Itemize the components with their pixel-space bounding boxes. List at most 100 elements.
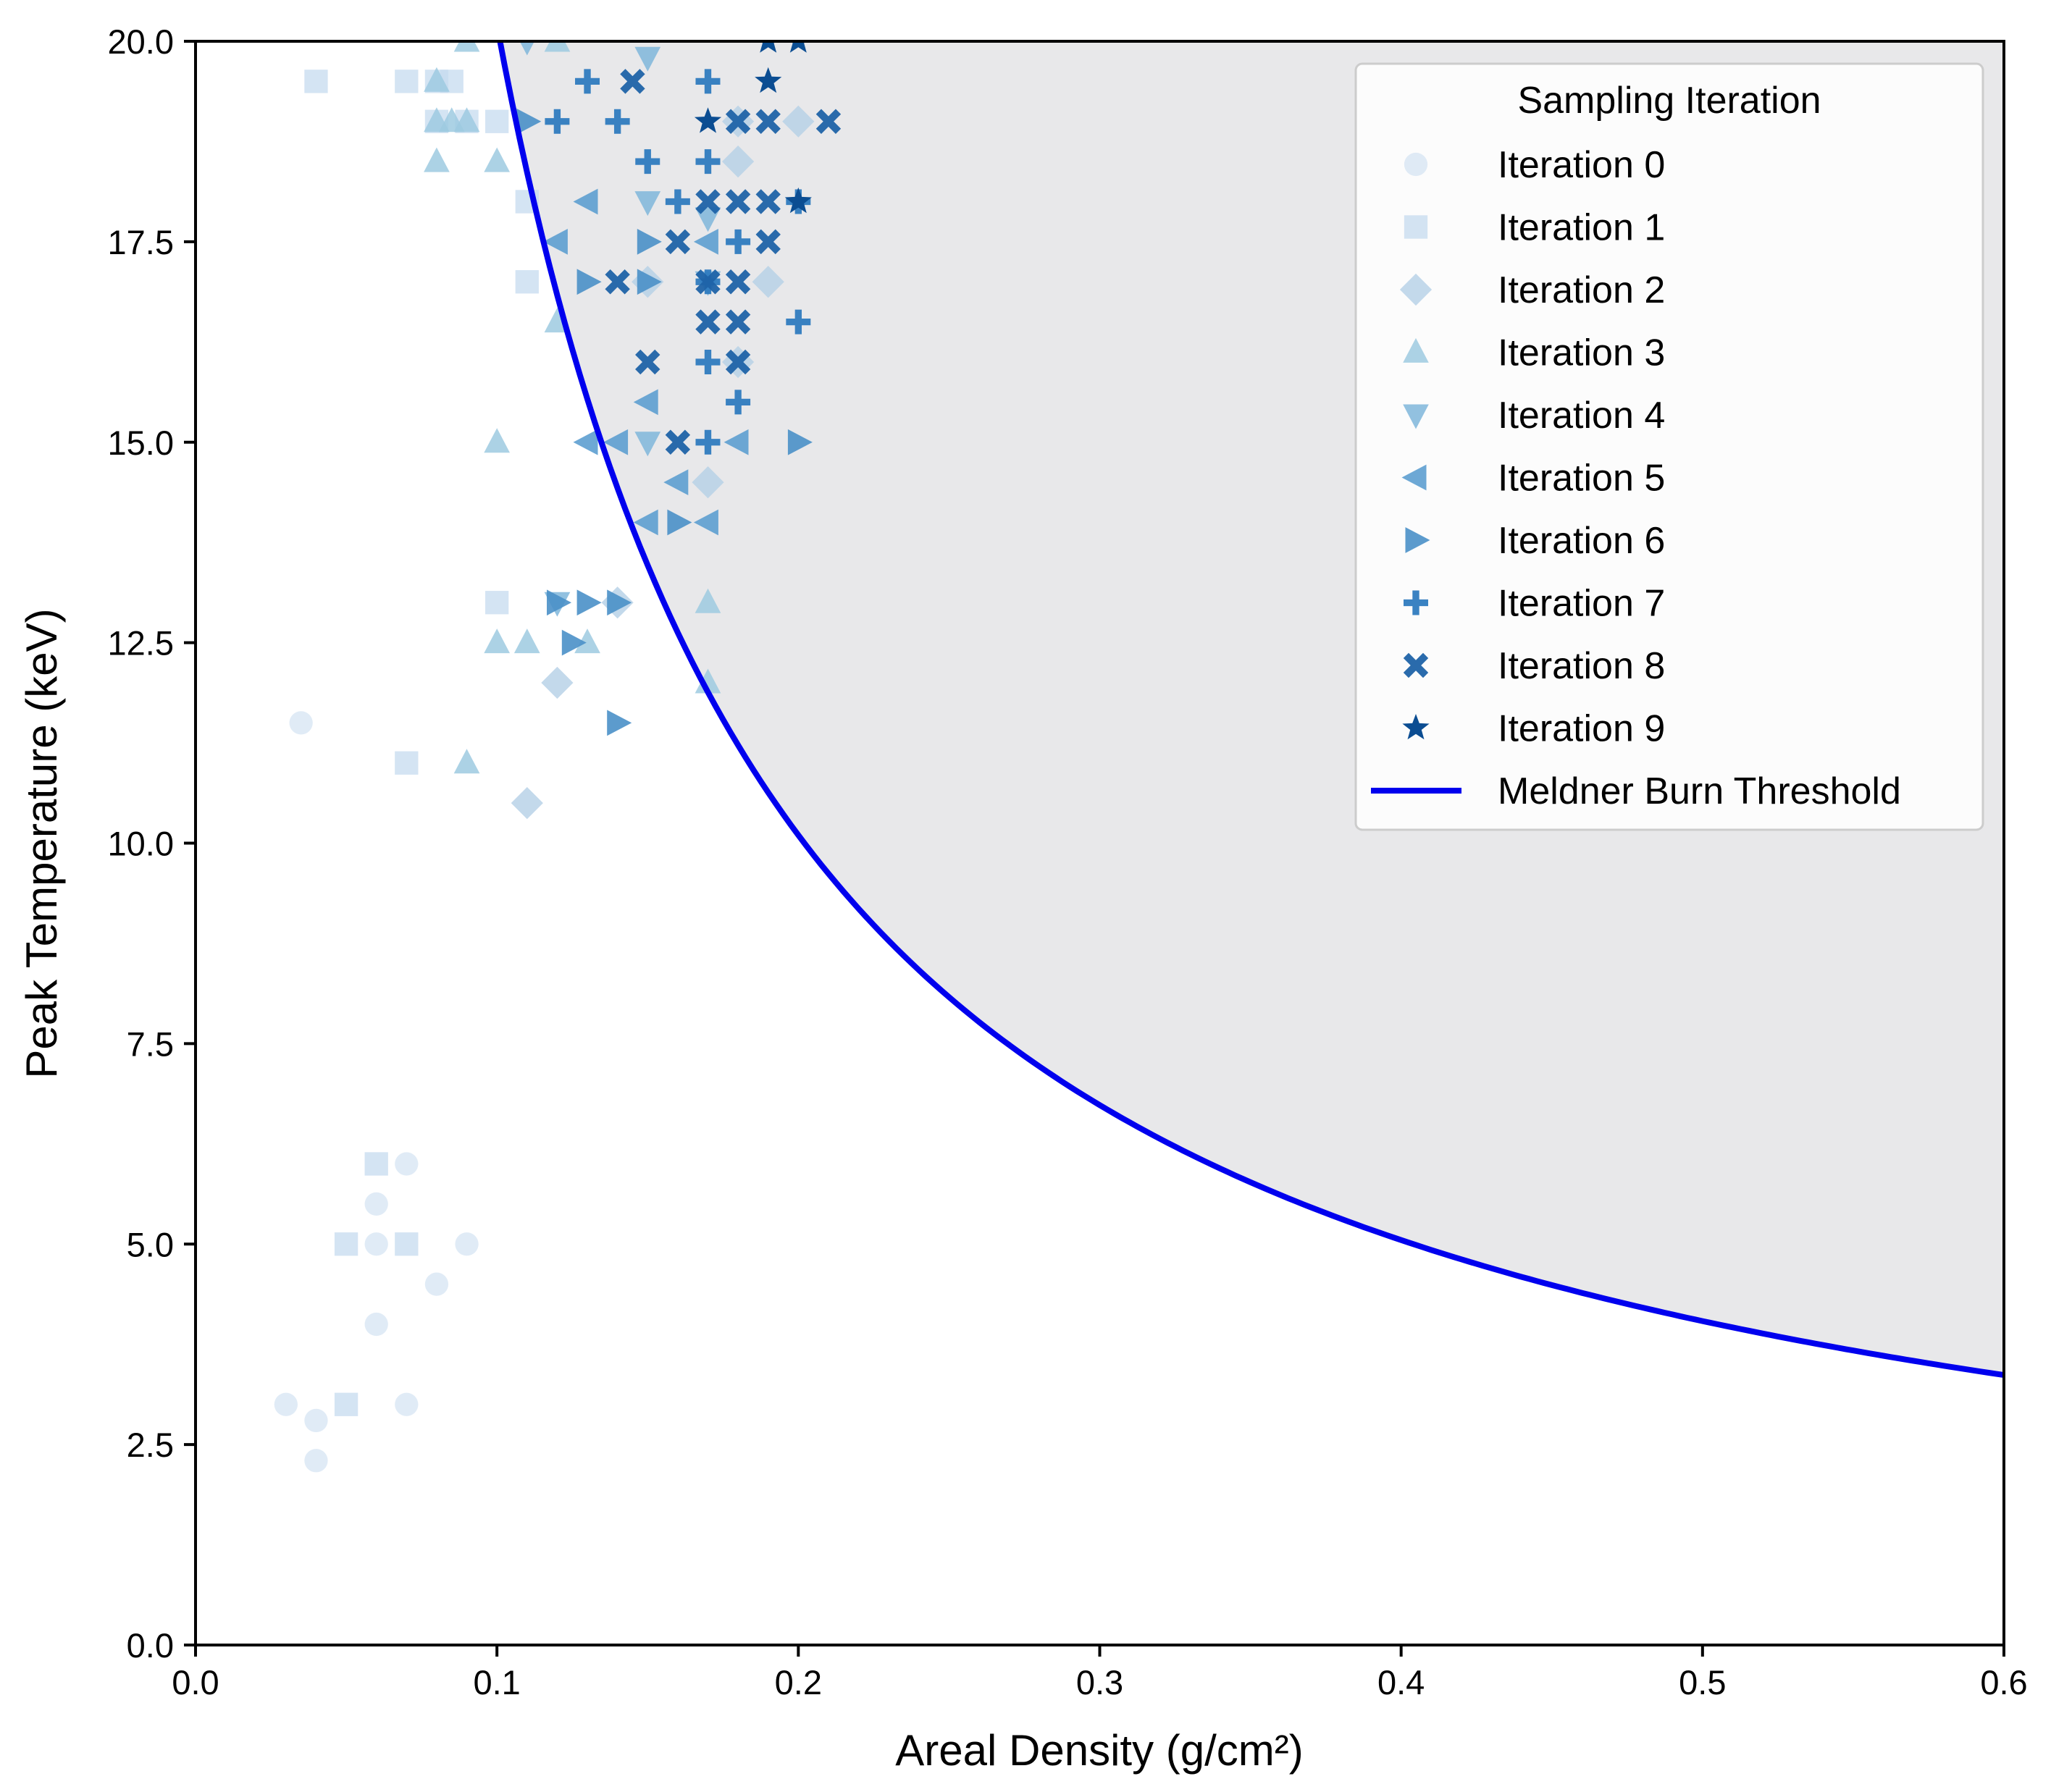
data-point bbox=[634, 432, 661, 457]
data-point bbox=[516, 108, 542, 135]
data-point bbox=[695, 350, 721, 374]
data-point bbox=[782, 105, 815, 138]
data-point bbox=[725, 269, 751, 295]
y-tick-label: 0.0 bbox=[127, 1626, 174, 1665]
legend-label: Iteration 5 bbox=[1498, 458, 1665, 500]
data-point bbox=[725, 189, 751, 214]
data-point bbox=[789, 41, 807, 53]
series-0 bbox=[274, 711, 479, 1473]
legend-item: Iteration 3 bbox=[1403, 332, 1665, 374]
series-7 bbox=[545, 69, 811, 455]
data-point bbox=[484, 628, 510, 654]
series-8 bbox=[605, 69, 842, 455]
data-point bbox=[574, 628, 600, 654]
x-tick-label: 0.1 bbox=[473, 1663, 520, 1701]
series-6 bbox=[516, 108, 813, 736]
legend-label: Iteration 1 bbox=[1498, 207, 1665, 249]
legend-item: Meldner Burn Threshold bbox=[1371, 770, 1901, 812]
legend-label: Iteration 7 bbox=[1498, 583, 1665, 625]
data-point bbox=[561, 629, 587, 656]
legend-title: Sampling Iteration bbox=[1517, 80, 1821, 122]
data-point bbox=[633, 509, 658, 536]
x-axis-ticks: 0.0 0.1 0.2 0.3 0.4 0.5 0.6 bbox=[172, 1645, 2028, 1701]
data-point bbox=[695, 309, 721, 335]
data-point bbox=[576, 269, 602, 295]
y-tick-label: 20.0 bbox=[108, 22, 174, 61]
data-point bbox=[634, 191, 661, 216]
legend-label: Iteration 8 bbox=[1498, 645, 1665, 687]
legend-marker bbox=[1403, 404, 1429, 429]
data-point bbox=[424, 1272, 449, 1296]
data-point bbox=[395, 70, 419, 93]
data-point bbox=[515, 270, 539, 294]
data-point bbox=[693, 509, 718, 536]
data-point bbox=[364, 1192, 388, 1216]
y-tick-label: 5.0 bbox=[127, 1225, 174, 1263]
data-point bbox=[755, 189, 781, 214]
data-point bbox=[752, 266, 784, 298]
legend-label: Iteration 2 bbox=[1498, 269, 1665, 311]
data-point bbox=[605, 269, 630, 295]
data-point bbox=[547, 589, 571, 616]
data-point bbox=[544, 41, 571, 52]
data-point bbox=[513, 628, 540, 654]
legend-marker bbox=[1405, 527, 1430, 553]
data-point bbox=[637, 269, 662, 295]
legend-item: Iteration 1 bbox=[1404, 207, 1665, 249]
data-point bbox=[755, 67, 782, 93]
data-point bbox=[663, 469, 689, 495]
legend-marker bbox=[1404, 215, 1428, 239]
data-point bbox=[634, 46, 661, 72]
y-tick-label: 7.5 bbox=[127, 1025, 174, 1063]
legend-item: Iteration 7 bbox=[1404, 583, 1665, 625]
x-tick-label: 0.4 bbox=[1377, 1663, 1425, 1701]
data-point bbox=[453, 749, 480, 774]
data-point bbox=[274, 1392, 298, 1416]
data-point bbox=[725, 309, 751, 335]
series-5 bbox=[542, 188, 749, 536]
legend-label: Iteration 0 bbox=[1498, 144, 1665, 186]
legend-label: Meldner Burn Threshold bbox=[1498, 770, 1901, 812]
legend-item: Iteration 9 bbox=[1402, 708, 1665, 750]
data-point bbox=[695, 189, 721, 214]
data-point bbox=[545, 109, 570, 134]
legend-marker bbox=[1404, 590, 1428, 615]
x-tick-label: 0.3 bbox=[1076, 1663, 1123, 1701]
data-point bbox=[395, 751, 419, 775]
data-point bbox=[633, 389, 658, 416]
data-point bbox=[695, 149, 721, 174]
data-point bbox=[726, 229, 751, 254]
legend-label: Iteration 6 bbox=[1498, 520, 1665, 562]
data-point bbox=[726, 390, 751, 415]
y-tick-label: 2.5 bbox=[127, 1426, 174, 1464]
data-point bbox=[695, 69, 721, 94]
data-point bbox=[607, 589, 632, 616]
legend-item: Iteration 8 bbox=[1403, 645, 1665, 687]
data-point bbox=[755, 229, 781, 255]
data-point bbox=[695, 269, 721, 295]
data-point bbox=[364, 1232, 388, 1256]
x-tick-label: 0.6 bbox=[1980, 1663, 2027, 1701]
data-point bbox=[725, 349, 751, 375]
data-point bbox=[511, 787, 543, 820]
data-point bbox=[453, 41, 480, 52]
x-tick-label: 0.2 bbox=[775, 1663, 822, 1701]
y-tick-label: 15.0 bbox=[108, 424, 174, 462]
legend-item: Iteration 5 bbox=[1401, 458, 1665, 500]
x-tick-label: 0.0 bbox=[172, 1663, 219, 1701]
legend-marker bbox=[1401, 464, 1427, 491]
data-point bbox=[605, 109, 630, 134]
data-point bbox=[635, 349, 660, 375]
data-point bbox=[620, 69, 645, 94]
legend-item: Iteration 2 bbox=[1399, 269, 1665, 311]
legend: Sampling Iteration Iteration 0 Iteration … bbox=[1354, 62, 1984, 831]
data-point bbox=[603, 429, 629, 455]
data-point bbox=[635, 149, 660, 174]
data-point bbox=[725, 109, 751, 134]
data-point bbox=[695, 429, 721, 455]
data-point bbox=[815, 109, 842, 134]
y-tick-label: 10.0 bbox=[108, 825, 174, 863]
data-point bbox=[665, 429, 691, 455]
data-point bbox=[760, 41, 777, 53]
legend-box bbox=[1354, 62, 1984, 831]
